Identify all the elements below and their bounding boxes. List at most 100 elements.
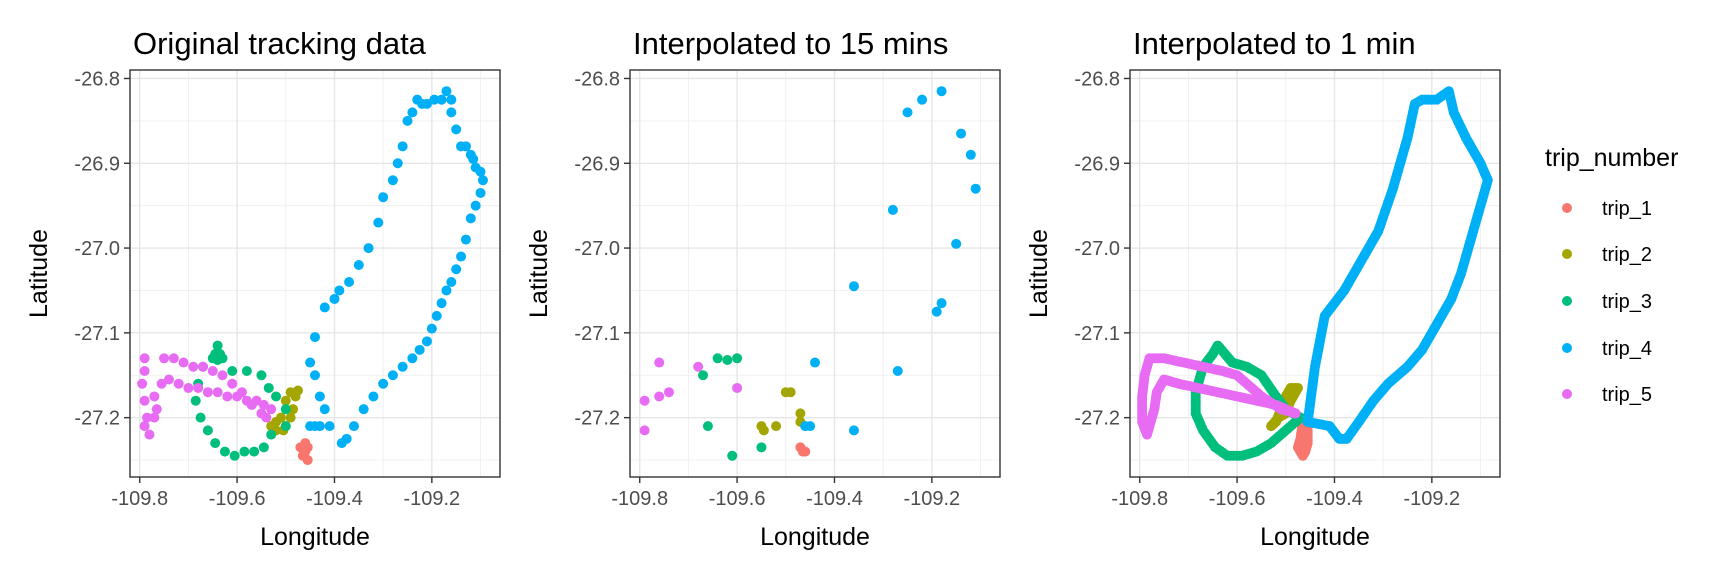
- point-trip-3: [195, 412, 206, 423]
- point-trip-4: [917, 94, 928, 105]
- x-tick-label: -109.8: [111, 488, 168, 510]
- point-trip-2: [758, 425, 769, 436]
- legend-label-trip-2: trip_2: [1602, 244, 1652, 266]
- point-trip-3: [271, 391, 282, 402]
- panel-border: [1129, 69, 1501, 478]
- y-tick-label: -27.1: [1074, 323, 1120, 345]
- point-trip-2: [280, 395, 291, 406]
- panels: -109.8 -109.6 -109.4 -109.2 -26.8 -26.9 -27.0 -…: [25, 26, 1501, 551]
- y-axis-title: Latitude: [25, 229, 53, 318]
- point-trip-2: [795, 408, 806, 419]
- point-trip-4: [951, 238, 962, 249]
- legend-key-trip-5: [1562, 389, 1572, 399]
- point-trip-4: [965, 149, 976, 160]
- point-trip-5: [139, 366, 150, 377]
- point-trip-5: [198, 361, 209, 372]
- point-trip-4: [392, 158, 403, 169]
- point-trip-4: [429, 94, 440, 105]
- point-trip-5: [178, 357, 189, 368]
- legend-label-trip-5: trip_5: [1602, 384, 1652, 406]
- point-trip-3: [266, 429, 277, 440]
- point-trip-3: [229, 450, 240, 461]
- point-trip-5: [212, 387, 223, 398]
- point-trip-3: [258, 442, 269, 453]
- point-trip-5: [183, 382, 194, 393]
- panel-1: -109.8 -109.6 -109.4 -109.2 -26.8 -26.9 -27.0 -…: [25, 26, 501, 551]
- y-axis-title: Latitude: [525, 229, 553, 318]
- point-trip-4: [336, 438, 347, 449]
- x-axis-title: Longitude: [760, 523, 870, 551]
- point-trip-5: [139, 353, 150, 364]
- point-trip-4: [378, 192, 389, 203]
- point-trip-5: [236, 387, 247, 398]
- point-trip-4: [902, 107, 913, 118]
- point-trip-5: [207, 366, 218, 377]
- point-trip-4: [310, 332, 320, 343]
- point-trip-5: [193, 382, 204, 393]
- y-tick-label: -26.9: [574, 153, 620, 175]
- y-tick-label: -27.2: [1074, 408, 1120, 430]
- point-trip-4: [465, 213, 476, 224]
- point-trip-5: [149, 412, 160, 423]
- x-tick-label: -109.2: [403, 488, 460, 510]
- point-trip-3: [239, 446, 250, 457]
- x-tick-label: -109.8: [611, 488, 668, 510]
- point-trip-5: [163, 374, 174, 385]
- point-trip-3: [207, 353, 218, 364]
- point-trip-4: [407, 353, 418, 364]
- point-trip-3: [727, 450, 738, 461]
- point-trip-4: [451, 124, 462, 135]
- point-trip-5: [202, 387, 213, 398]
- point-trip-5: [693, 361, 704, 372]
- legend-label-trip-4: trip_4: [1602, 338, 1652, 360]
- point-trip-5: [663, 387, 674, 398]
- point-trip-3: [280, 404, 291, 415]
- point-trip-4: [936, 298, 947, 309]
- point-trip-5: [639, 425, 650, 436]
- point-trip-5: [1290, 408, 1301, 419]
- point-trip-3: [212, 340, 223, 351]
- point-trip-4: [436, 94, 447, 105]
- point-trip-1: [797, 446, 808, 457]
- point-trip-4: [936, 86, 947, 97]
- point-trip-4: [319, 404, 330, 415]
- point-trip-5: [144, 429, 155, 440]
- point-trip-4: [426, 323, 437, 334]
- point-trip-4: [368, 391, 379, 402]
- point-trip-4: [305, 357, 316, 368]
- y-tick-label: -26.8: [1074, 68, 1120, 90]
- point-trip-3: [712, 353, 723, 364]
- series-trip-4: [305, 86, 488, 449]
- point-trip-4: [441, 285, 452, 296]
- panel-title: Interpolated to 1 min: [1133, 26, 1416, 61]
- x-tick-label: -109.8: [1111, 488, 1168, 510]
- legend-title: trip_number: [1545, 144, 1678, 172]
- x-tick-label: -109.4: [806, 488, 863, 510]
- panel-title: Interpolated to 15 mins: [633, 26, 948, 61]
- point-trip-5: [173, 378, 184, 389]
- point-trip-4: [329, 293, 340, 304]
- point-trip-4: [810, 357, 820, 368]
- point-trip-4: [407, 107, 418, 118]
- series-trip-5: [639, 357, 743, 436]
- legend-item-trip-5: trip_5: [1562, 384, 1652, 406]
- point-trip-5: [261, 412, 272, 423]
- point-trip-4: [431, 310, 442, 321]
- point-trip-4: [441, 86, 452, 97]
- point-trip-5: [227, 378, 238, 389]
- point-trip-5: [732, 382, 743, 393]
- series-trip-2: [1266, 382, 1303, 432]
- panel-border: [129, 69, 501, 478]
- legend-key-trip-2: [1562, 249, 1572, 259]
- point-trip-2: [288, 404, 299, 415]
- point-trip-3: [280, 421, 291, 432]
- point-trip-4: [460, 141, 471, 152]
- y-tick-label: -27.0: [74, 238, 120, 260]
- point-trip-4: [446, 276, 457, 287]
- point-trip-3: [210, 438, 221, 449]
- legend-key-trip-1: [1562, 203, 1572, 213]
- series-trip-1: [295, 438, 313, 466]
- y-tick-label: -27.1: [74, 323, 120, 345]
- legend: trip_number trip_1 trip_2 trip_3 trip_4 …: [1545, 144, 1678, 406]
- x-tick-label: -109.2: [1403, 488, 1460, 510]
